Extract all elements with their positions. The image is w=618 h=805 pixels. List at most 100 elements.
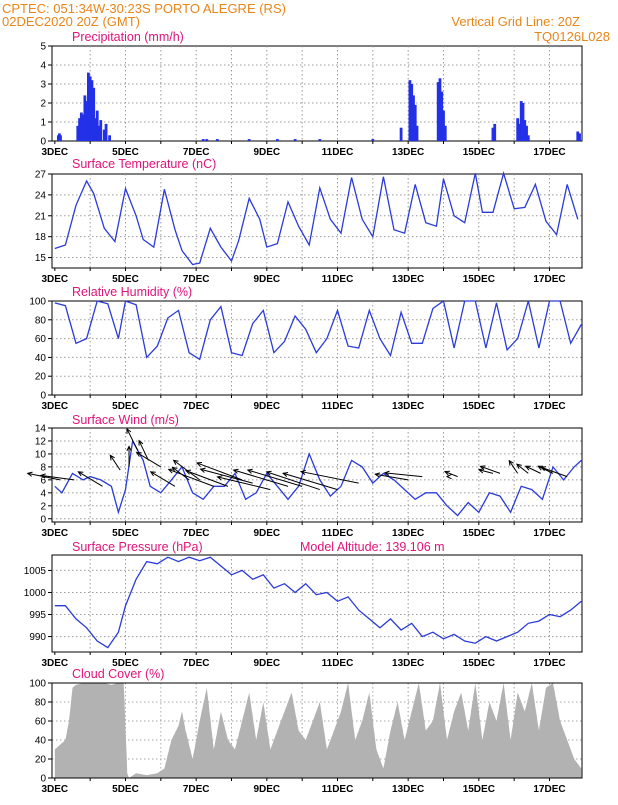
wind-arrow <box>479 465 501 474</box>
wind-arrow <box>172 459 200 481</box>
wind-arrow <box>109 454 121 471</box>
precip-bar <box>90 80 94 141</box>
temp-title: Surface Temperature (nC) <box>72 157 216 171</box>
precip-bar <box>81 114 85 141</box>
wind-arrow <box>138 439 149 461</box>
wind-arrow <box>149 471 176 487</box>
wind-xtick-label: 17DEC <box>533 528 565 539</box>
cloud-xtick-label: 11DEC <box>322 784 354 795</box>
wind-arrow <box>540 466 568 478</box>
precip-bar <box>201 139 205 141</box>
precip-bar <box>493 123 497 141</box>
precip-bar <box>516 118 520 141</box>
wind-xtick-label: 11DEC <box>322 528 354 539</box>
pressure-annotation: Model Altitude: 139.106 m <box>300 540 445 554</box>
panel-cloud: 0 20 40 60 80 100 3DEC 5DEC 7DEC 9DEC 11DEC 13DEC 15… <box>29 667 583 795</box>
header-model: TQ0126L028 <box>534 29 610 44</box>
rh-xtick-label: 5DEC <box>112 401 139 412</box>
rh-xtick-label: 9DEC <box>253 401 280 412</box>
precip-bar <box>415 125 419 141</box>
wind-xtick-label: 15DEC <box>463 528 495 539</box>
wind-xtick-label: 7DEC <box>183 528 210 539</box>
precip-bar <box>371 139 375 141</box>
pressure-ytick-label: 995 <box>29 610 46 621</box>
wind-ytick-label: 14 <box>35 424 47 435</box>
precip-bar <box>412 95 415 141</box>
wind-arrow <box>374 472 409 481</box>
wind-line <box>54 438 582 517</box>
rh-ytick-label: 100 <box>29 297 46 308</box>
precip-bar <box>318 139 322 141</box>
temp-xtick-label: 17DEC <box>533 274 565 285</box>
cloud-title: Cloud Cover (%) <box>72 667 164 681</box>
precip-xtick-label: 7DEC <box>183 147 210 158</box>
pressure-xtick-label: 9DEC <box>253 658 280 669</box>
precip-bar <box>99 120 103 141</box>
precip-ytick-label: 0 <box>40 137 46 148</box>
pressure-line <box>54 556 582 649</box>
wind-arrow <box>232 468 289 487</box>
wind-arrow <box>246 468 303 487</box>
precip-bar <box>78 118 81 141</box>
precip-xtick-label: 13DEC <box>392 147 424 158</box>
rh-ytick-label: 80 <box>35 315 47 326</box>
wind-arrow <box>167 468 215 487</box>
precip-ytick-label: 1 <box>40 118 46 129</box>
pressure-xtick-label: 5DEC <box>112 658 139 669</box>
precip-bar <box>518 123 521 141</box>
pressure-ytick-label: 990 <box>29 632 46 643</box>
rh-xtick-label: 11DEC <box>322 401 354 412</box>
temp-line <box>54 170 579 266</box>
wind-ytick-label: 6 <box>40 475 46 486</box>
panel-rh: 0 20 40 60 80 100 3DEC 5DEC 7DEC 9DEC 11DEC 13DEC 15… <box>29 285 583 412</box>
temp-xtick-label: 11DEC <box>322 274 354 285</box>
rh-ytick-label: 60 <box>35 334 47 345</box>
temp-ytick-label: 24 <box>35 190 47 201</box>
wind-arrow <box>195 461 243 481</box>
wind-arrow <box>383 470 423 478</box>
precip-bar <box>92 87 96 141</box>
pressure-title: Surface Pressure (hPa) <box>72 540 203 554</box>
temp-frame <box>51 173 583 269</box>
wind-ytick-label: 8 <box>40 462 46 473</box>
precip-frame <box>51 45 583 142</box>
temp-xtick-label: 15DEC <box>463 274 495 285</box>
wind-title: Surface Wind (m/s) <box>72 413 179 427</box>
wind-arrow <box>199 467 253 484</box>
wind-xtick-label: 13DEC <box>392 528 424 539</box>
precip-bar <box>576 131 580 141</box>
precip-bar <box>443 125 447 141</box>
precip-ytick-label: 5 <box>40 42 46 53</box>
wind-arrow <box>299 469 359 484</box>
temp-xtick-label: 13DEC <box>392 274 424 285</box>
wind-ytick-label: 0 <box>40 514 46 525</box>
pressure-xtick-label: 13DEC <box>392 658 424 669</box>
rh-ytick-label: 0 <box>40 391 46 402</box>
cloud-xtick-label: 17DEC <box>533 784 565 795</box>
panel-temp: 15 18 21 24 27 3DEC 5DEC 7DEC 9DEC 11DEC 13DEC 15DE… <box>35 157 583 285</box>
precip-bar <box>76 125 80 141</box>
wind-arrow <box>445 473 452 480</box>
temp-ytick-label: 21 <box>35 211 47 222</box>
cloud-ytick-label: 100 <box>29 679 46 690</box>
precip-bar <box>215 139 219 141</box>
precip-bar <box>86 72 90 141</box>
rh-line <box>54 299 582 361</box>
precip-bar <box>440 91 444 141</box>
wind-frame <box>51 427 583 523</box>
cloud-ytick-label: 60 <box>35 717 47 728</box>
wind-xtick-label: 9DEC <box>253 528 280 539</box>
precip-bar <box>408 80 412 141</box>
precip-bar <box>94 118 97 141</box>
precip-ytick-label: 4 <box>40 61 46 72</box>
precip-bar <box>108 135 111 141</box>
precip-bar <box>205 139 209 141</box>
precip-bar <box>83 95 87 141</box>
panel-precip: 0 1 2 3 4 5 3DEC 5DEC 7DEC 9DEC 11DEC 13DEC 15DEC 17D… <box>40 30 583 158</box>
wind-arrow <box>126 427 139 451</box>
wind-arrow <box>524 465 541 474</box>
precip-title: Precipitation (mm/h) <box>72 30 184 44</box>
rh-title: Relative Humidity (%) <box>72 285 192 299</box>
temp-xtick-label: 3DEC <box>41 274 68 285</box>
wind-arrow <box>126 445 132 467</box>
